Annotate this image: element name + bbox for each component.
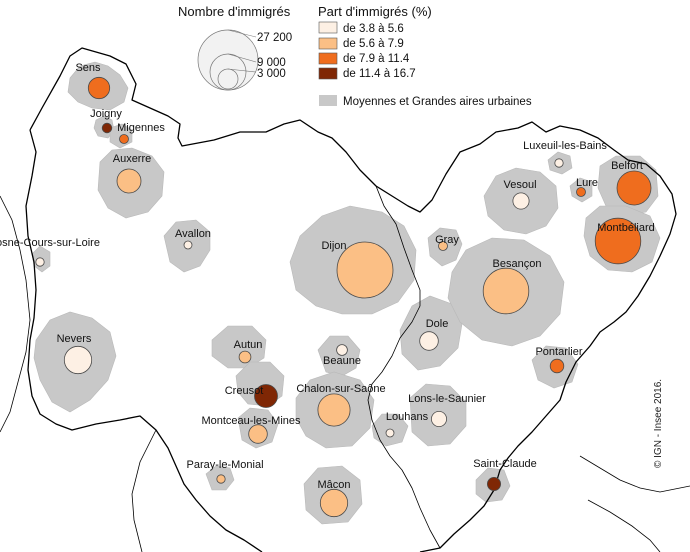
internal-boundary xyxy=(367,185,441,549)
city-label-paray-le-monial: Paray-le-Monial xyxy=(186,459,263,471)
credit-text: © IGN - Insee 2016. xyxy=(653,379,664,468)
outer-line-3 xyxy=(587,499,661,552)
city-label-cosne-cours-sur-loire: Cosne-Cours-sur-Loire xyxy=(0,237,100,249)
city-circle-montceau-les-mines xyxy=(248,424,268,444)
city-circle-migennes xyxy=(119,134,129,144)
region-west-edge xyxy=(25,129,263,552)
legend-urban-area-label: Moyennes et Grandes aires urbaines xyxy=(343,96,532,108)
city-label-nevers: Nevers xyxy=(57,333,92,345)
city-label-montceau-les-mines: Montceau-les-Mines xyxy=(201,415,301,427)
city-label-auxerre: Auxerre xyxy=(113,153,152,165)
legend-size-circle-small xyxy=(217,68,239,90)
city-circle-pontarlier xyxy=(549,358,565,374)
city-circle-joigny xyxy=(101,122,113,134)
city-label-autun: Autun xyxy=(234,339,263,351)
city-label-belfort: Belfort xyxy=(611,160,643,172)
legend-class-label-3: de 7.9 à 11.4 xyxy=(343,53,410,65)
legend-share-title: Part d'immigrés (%) xyxy=(318,4,432,19)
city-circle-chalon-sur-saone xyxy=(317,393,351,427)
city-circle-macon xyxy=(319,488,349,518)
urban-area-beaune xyxy=(317,335,361,377)
city-label-dijon: Dijon xyxy=(321,240,346,252)
city-circle-auxerre xyxy=(116,168,142,194)
city-label-lons-le-saunier: Lons-le-Saunier xyxy=(408,393,486,405)
outer-line-1 xyxy=(131,429,157,552)
city-label-besancon: Besançon xyxy=(493,258,542,270)
city-label-sens: Sens xyxy=(75,62,101,74)
legend-swatch-class-4 xyxy=(318,67,338,80)
legend-swatch-class-2 xyxy=(318,37,338,50)
city-circle-autun xyxy=(238,350,252,364)
city-circle-lure xyxy=(576,187,586,197)
city-circle-saint-claude xyxy=(486,476,501,491)
city-label-dole: Dole xyxy=(426,318,449,330)
legend-class-label-2: de 5.6 à 7.9 xyxy=(343,38,404,50)
city-label-avallon: Avallon xyxy=(175,228,211,240)
city-circle-louhans xyxy=(385,428,395,438)
city-circle-beaune xyxy=(336,344,348,356)
legend-size-leader-small xyxy=(227,68,257,73)
city-circle-montbeliard xyxy=(594,217,642,265)
city-label-macon: Mâcon xyxy=(317,479,350,491)
legend: Nombre d'immigrés 27 200 9 000 3 000 Par… xyxy=(178,4,532,108)
city-circle-dijon xyxy=(336,241,394,299)
city-circle-avallon xyxy=(183,240,193,250)
city-label-vesoul: Vesoul xyxy=(503,179,536,191)
city-circle-cosne-cours-sur-loire xyxy=(35,257,45,267)
city-label-montbeliard: Montbéliard xyxy=(597,222,654,234)
urban-area-autun xyxy=(211,325,267,369)
city-circle-luxeuil-les-bains xyxy=(554,158,564,168)
city-circle-vesoul xyxy=(512,192,530,210)
legend-size-leader-large xyxy=(227,29,257,38)
legend-class-label-1: de 3.8 à 5.6 xyxy=(343,23,404,35)
city-label-gray: Gray xyxy=(435,234,459,246)
legend-size-title: Nombre d'immigrés xyxy=(178,4,291,19)
city-circle-nevers xyxy=(63,345,93,375)
city-circle-gray xyxy=(438,241,448,251)
legend-swatch-urban-area xyxy=(319,95,337,106)
legend-class-label-4: de 11.4 à 16.7 xyxy=(343,68,416,80)
city-circle-sens xyxy=(87,76,111,100)
legend-size-value-mid: 9 000 xyxy=(257,57,286,69)
city-label-pontarlier: Pontarlier xyxy=(535,346,582,358)
city-label-louhans: Louhans xyxy=(386,411,429,423)
legend-size-leader-mid xyxy=(227,53,257,63)
city-circle-lons-le-saunier xyxy=(430,410,447,427)
city-label-chalon-sur-saone: Chalon-sur-Saône xyxy=(296,383,385,395)
city-label-luxeuil-les-bains: Luxeuil-les-Bains xyxy=(523,140,607,152)
city-label-creusot: Creusot xyxy=(225,385,264,397)
city-circle-creusot xyxy=(254,384,278,408)
cities-layer: Sens Joigny Migennes Auxerre Avallon Cosne-Co… xyxy=(0,62,655,518)
city-label-migennes: Migennes xyxy=(117,122,165,134)
city-label-beaune: Beaune xyxy=(323,355,361,367)
legend-swatch-class-3 xyxy=(318,52,338,65)
city-label-joigny: Joigny xyxy=(90,108,122,120)
legend-size-value-small: 3 000 xyxy=(257,68,286,80)
city-label-saint-claude: Saint-Claude xyxy=(473,458,537,470)
city-circle-besancon xyxy=(482,267,530,315)
outer-line-4 xyxy=(0,195,31,433)
outer-line-2 xyxy=(579,455,690,493)
legend-size-value-large: 27 200 xyxy=(257,32,292,44)
city-label-lure: Lure xyxy=(576,177,598,189)
city-circle-dole xyxy=(419,331,439,351)
legend-swatch-class-1 xyxy=(318,21,338,34)
city-circle-paray-le-monial xyxy=(216,474,226,484)
city-circle-belfort xyxy=(616,170,652,206)
region-boundary xyxy=(29,47,677,552)
